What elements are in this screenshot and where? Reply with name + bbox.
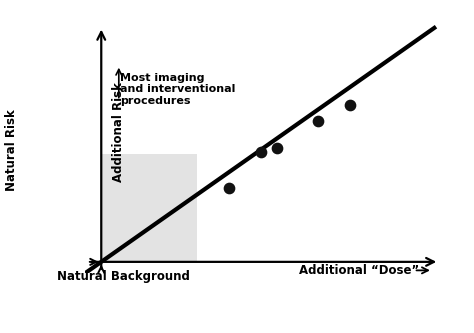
Point [346,103,354,108]
Text: Most imaging
and interventional
procedures: Most imaging and interventional procedur… [120,73,236,106]
Point [257,150,264,155]
Text: Additional Risk: Additional Risk [112,82,125,182]
Bar [101,155,197,262]
Point [225,185,233,190]
Text: Natural Risk: Natural Risk [5,109,18,191]
Point [273,145,281,150]
Text: Additional “Dose”: Additional “Dose” [299,264,419,277]
Point [314,118,322,124]
Text: Natural Background: Natural Background [57,270,190,283]
